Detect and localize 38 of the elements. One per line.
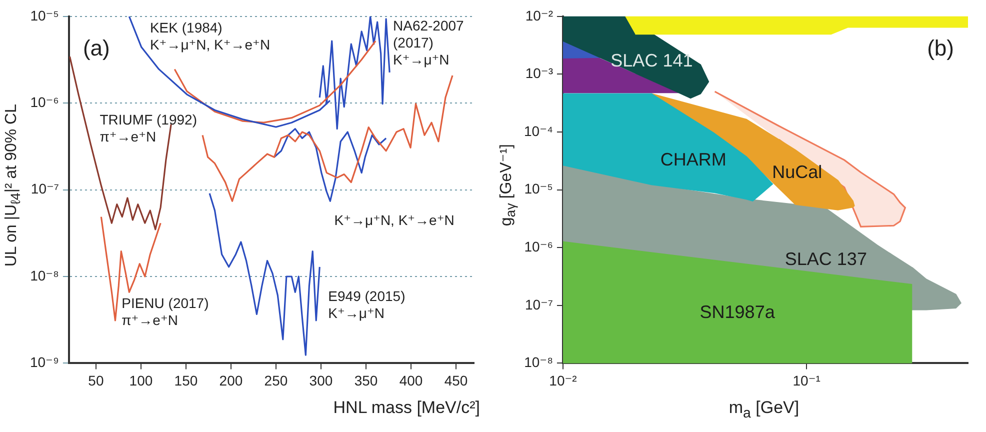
- annotation: K⁺→μ⁺N, K⁺→e⁺N: [334, 212, 454, 228]
- annotation: E949 (2015) K⁺→μ⁺N: [328, 288, 406, 322]
- text: (a): [82, 35, 110, 60]
- y-tick-label: 10⁻⁵: [30, 7, 59, 24]
- x-tick-label: 10⁻²: [549, 372, 578, 388]
- y-tick-label: 10⁻⁵: [524, 180, 553, 197]
- series-label: NuCal: [772, 162, 822, 182]
- x-tick-label: 150: [174, 372, 198, 388]
- x-tick-label: 50: [88, 372, 104, 388]
- annotation: KEK (1984) K⁺→μ⁺N, K⁺→e⁺N: [150, 19, 270, 52]
- y-tick-label: 10⁻⁶: [30, 94, 59, 110]
- x-tick-label: 300: [309, 372, 333, 388]
- series-label: CHARM: [660, 150, 726, 170]
- y-tick-label: 10⁻⁷: [524, 296, 553, 312]
- x-tick-label: 250: [264, 372, 288, 388]
- y-tick-label: 10⁻⁸: [30, 267, 60, 284]
- y-tick-label: 10⁻⁹: [30, 354, 59, 370]
- series-label: SN1987a: [700, 302, 776, 322]
- annotation: NA62-2007 (2017) K⁺→μ⁺N: [392, 18, 464, 68]
- x-tick-label: 100: [129, 372, 153, 388]
- y-tick-label: 10⁻²: [525, 7, 554, 24]
- y-tick-label: 10⁻³: [525, 65, 554, 82]
- x-axis-title: m$_{a}$ [GeV]: [728, 398, 800, 422]
- annotation: TRIUMF (1992) π⁺→e⁺N: [100, 111, 197, 144]
- x-axis-title: HNL mass [MeV/c²]: [332, 398, 480, 418]
- y-tick-label: 10⁻⁸: [524, 354, 554, 370]
- x-tick-label: 200: [219, 372, 243, 388]
- text: (b): [927, 35, 954, 60]
- y-tick-label: 10⁻⁶: [524, 238, 553, 254]
- x-tick-label: 450: [444, 372, 468, 388]
- annotation: PIENU (2017) π⁺→e⁺N: [122, 295, 209, 328]
- y-tick-label: 10⁻⁴: [524, 122, 553, 139]
- series-label: SLAC 137: [784, 248, 867, 269]
- series-label: SLAC 141: [610, 50, 693, 70]
- y-tick-label: 10⁻⁷: [30, 180, 59, 197]
- x-tick-label: 10⁻¹: [792, 372, 821, 388]
- x-tick-label: 350: [354, 372, 378, 388]
- x-tick-label: 400: [399, 372, 423, 388]
